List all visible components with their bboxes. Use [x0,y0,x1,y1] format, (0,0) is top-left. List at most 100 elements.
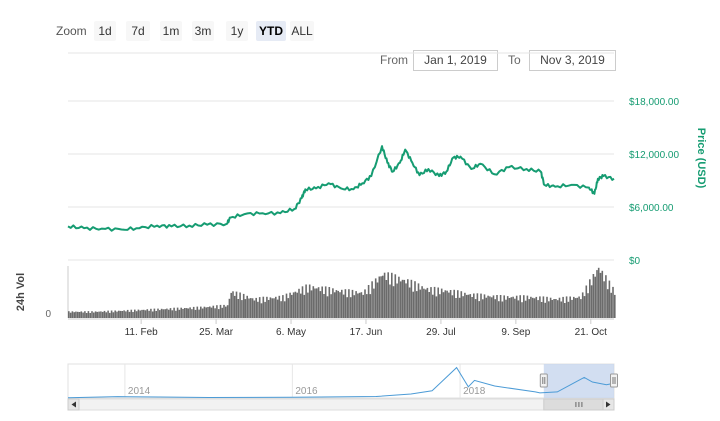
volume-bar [490,297,493,318]
navigator-handle-left[interactable] [539,373,548,388]
volume-bar [387,272,389,318]
volume-bar [612,286,614,318]
volume-bar [382,275,384,318]
volume-bar [225,306,227,318]
volume-bar [374,278,377,318]
volume-bar [80,311,83,318]
y-tick-label: $18,000.00 [629,97,679,108]
zoom-button-1m[interactable]: 1m [160,21,182,41]
volume-bar [155,311,157,318]
volume-bar [553,299,555,318]
volume-bar [308,284,311,318]
volume-bar [192,306,195,318]
volume-bar [567,301,570,318]
volume-bar [469,294,472,318]
volume-bar [362,294,364,318]
volume-bar [173,307,175,318]
zoom-button-7d[interactable]: 7d [126,21,150,41]
volume-bar [287,298,290,318]
volume-bar [378,276,381,318]
volume-bar [209,306,211,318]
zoom-button-1d[interactable]: 1d [94,21,116,41]
volume-bar [244,299,247,318]
volume-bar [426,287,429,318]
volume-bar [71,311,74,318]
volume-bar [271,298,273,318]
volume-bar [564,303,566,318]
volume-bar [228,298,231,318]
volume-bar [444,290,447,318]
volume-bar [337,290,339,318]
volume-bar [93,312,95,318]
volume-bar [578,296,580,318]
volume-bar [592,274,595,318]
volume-bar [273,298,275,318]
volume-bar [319,291,322,318]
volume-bar [383,272,386,318]
volume-bar [269,297,272,318]
volume-bar [189,307,191,318]
zoom-button-1y[interactable]: 1y [226,21,248,41]
volume-bar [499,295,502,318]
volume-bar [580,299,582,318]
volume-bar [98,311,100,318]
volume-bar [474,299,477,318]
volume-bar [392,286,395,318]
volume-bar [171,310,174,318]
volume-bar [506,296,509,318]
volume-bar [241,300,243,318]
zoom-button-ytd[interactable]: YTD [256,21,286,41]
volume-bar [114,310,116,318]
volume-bar [289,292,291,318]
volume-bar [419,289,422,318]
volume-bar [403,279,406,318]
volume-bar [539,296,541,318]
volume-bar [435,296,438,318]
volume-bar [526,295,529,318]
volume-bar [437,287,439,318]
volume-bar [276,299,279,318]
volume-bar [560,301,563,318]
volume-bar [478,301,480,318]
volume-bar [84,311,86,318]
volume-bar [332,288,334,318]
volume-bar [221,307,224,318]
volume-bar [608,280,611,318]
navigator-handle-right[interactable] [610,373,618,388]
volume-bar [401,279,404,318]
volume-bar [389,284,391,318]
volume-bar [146,309,149,318]
volume-bar [551,300,554,318]
zoom-label: Zoom [56,24,87,38]
volume-bar [330,294,332,318]
volume-bar [581,292,584,318]
zoom-button-3m[interactable]: 3m [192,21,214,41]
zoom-button-all[interactable]: ALL [290,21,314,41]
volume-bar [471,297,473,318]
volume-bar [96,311,99,318]
volume-bar [482,299,484,318]
volume-bar [342,294,345,318]
volume-bar [483,294,486,318]
navigator-line [67,366,615,399]
volume-bar [159,310,161,318]
volume-bar [391,272,393,318]
volume-bar [109,312,111,318]
volume-bar [558,297,561,318]
arrow-left-icon [71,401,76,408]
volume-bar [487,295,489,318]
volume-bar [285,293,288,318]
volume-bar [597,267,600,318]
from-date-input[interactable] [413,50,498,71]
volume-bar [576,297,579,318]
volume-bar [182,308,184,318]
volume-bar [283,301,286,318]
volume-bar [257,301,259,318]
volume-bar [78,312,81,318]
volume-bar [574,298,577,318]
volume-bar [565,296,568,318]
volume-bar [125,311,127,318]
to-date-input[interactable] [529,50,616,71]
volume-bar [503,295,505,318]
volume-bar [219,304,222,318]
